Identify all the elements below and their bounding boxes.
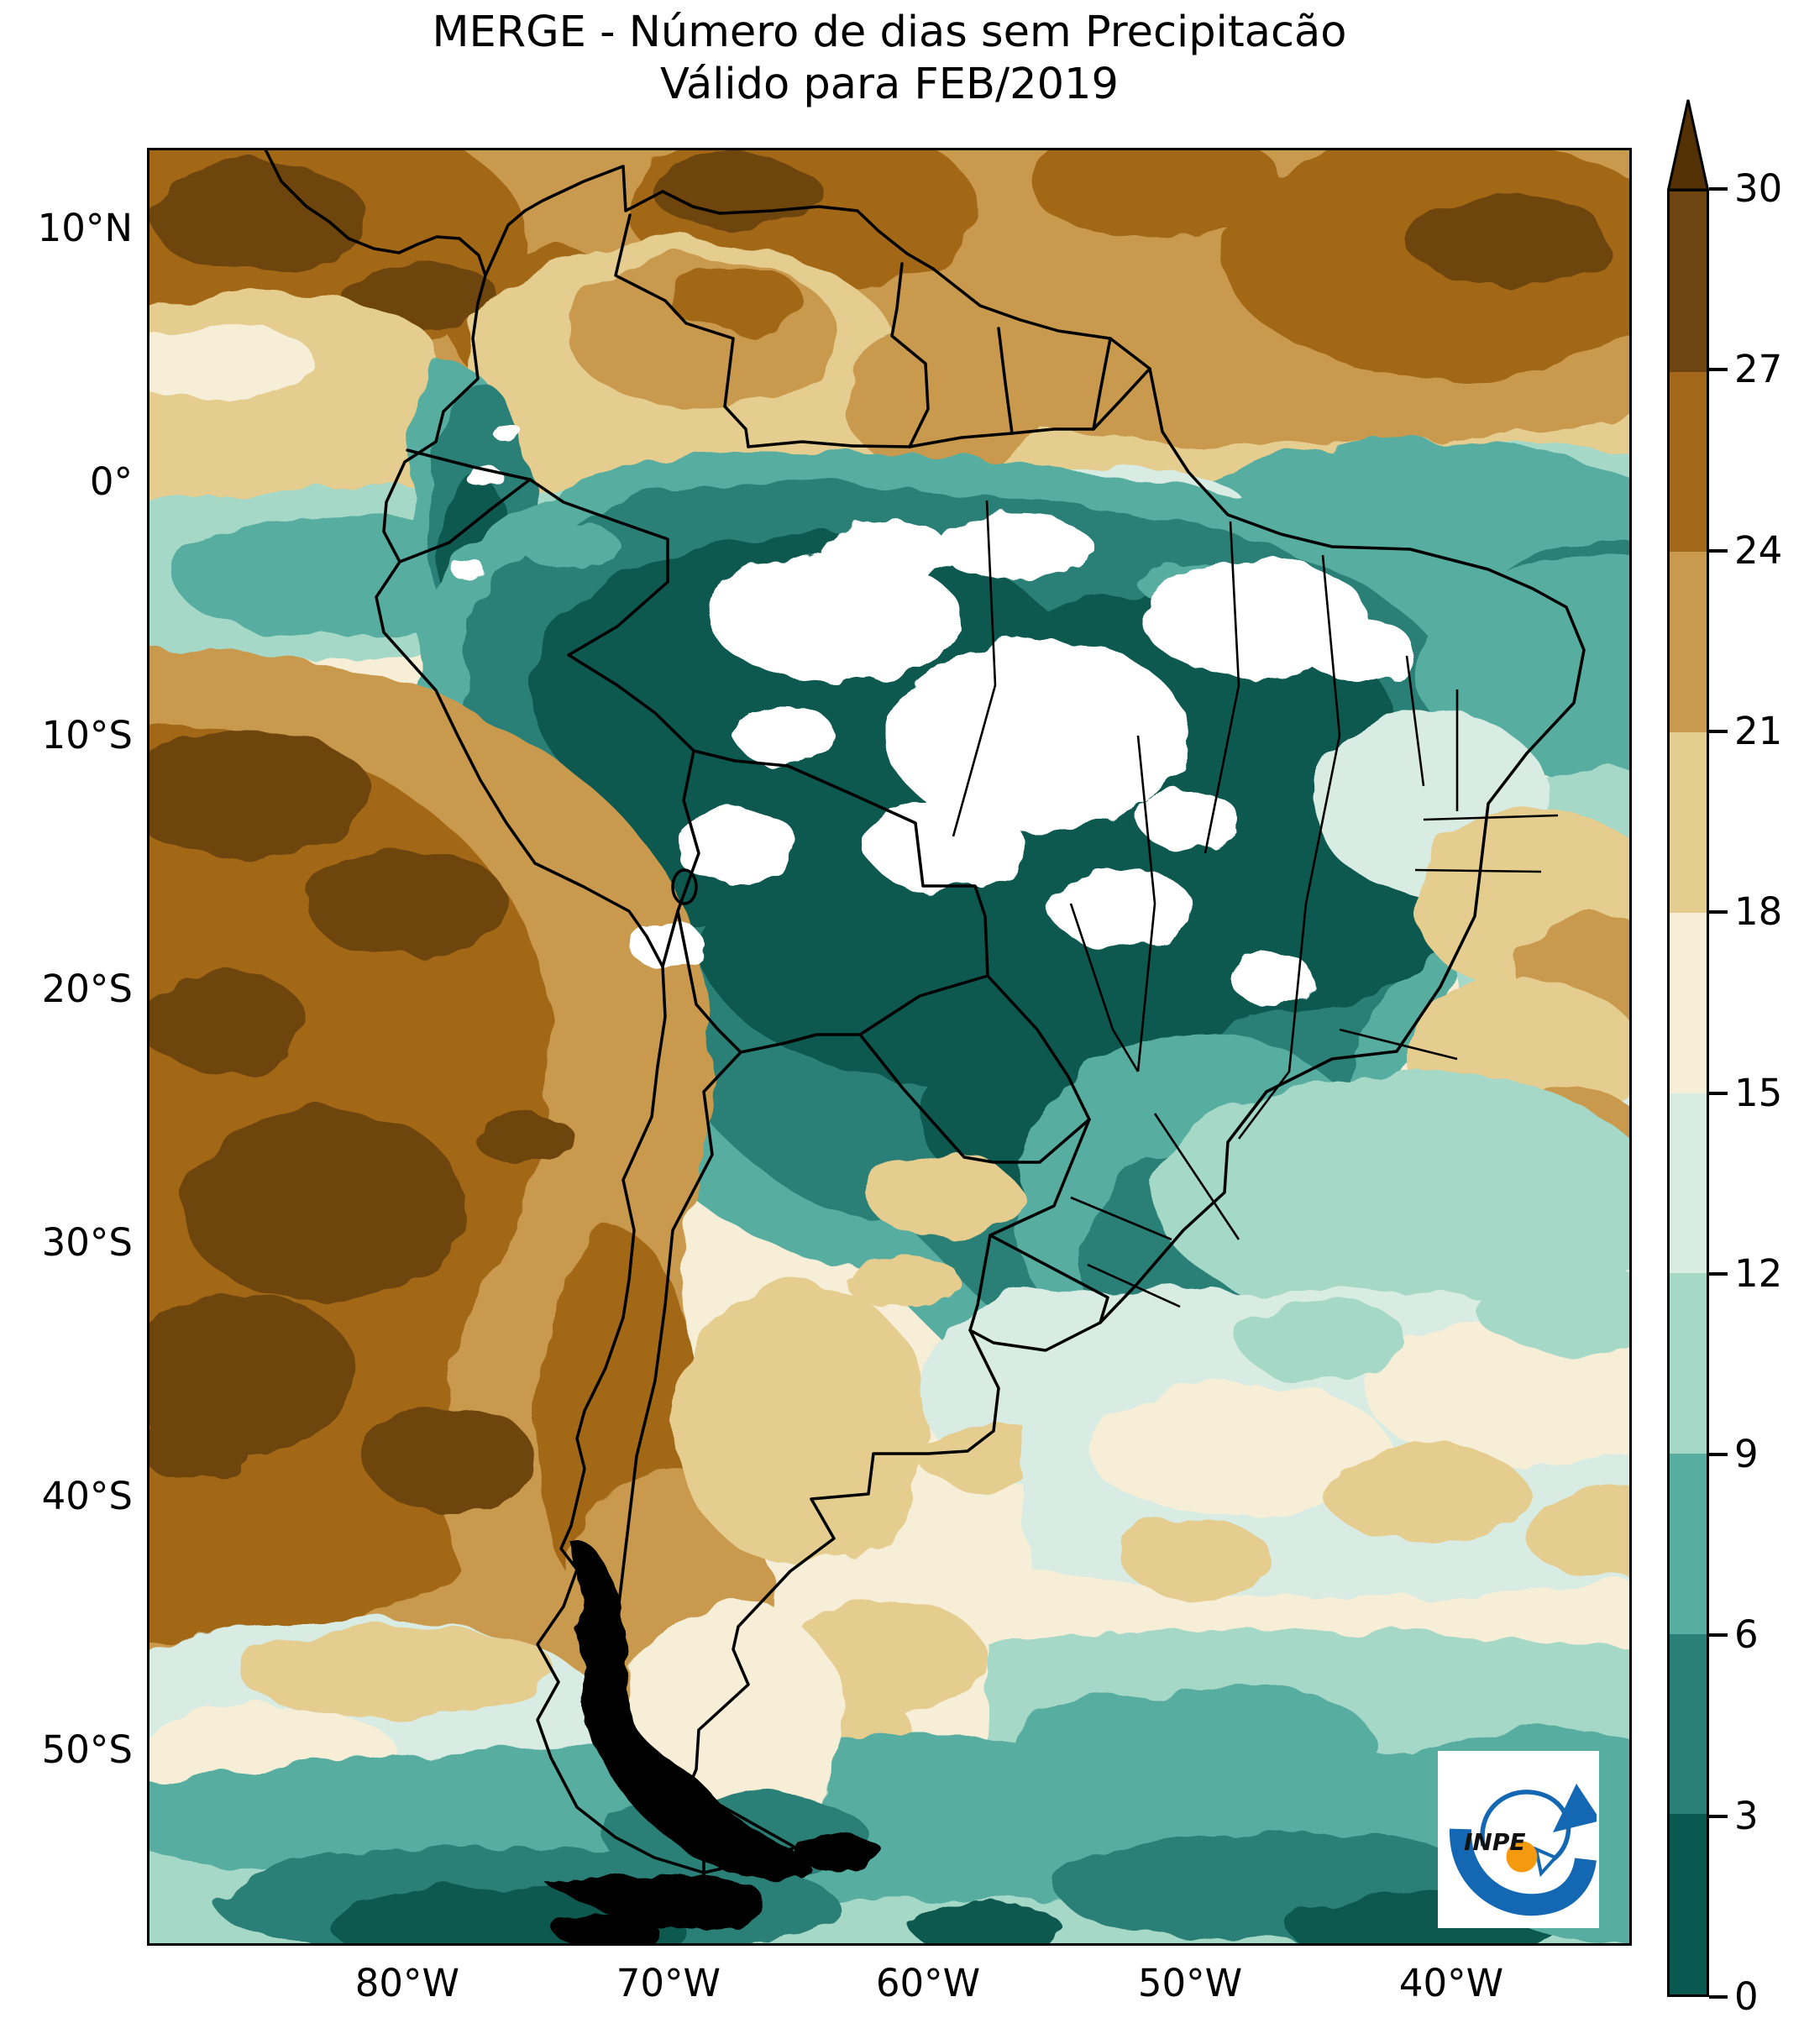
- colorbar-tick: [1709, 910, 1728, 915]
- lat-tick-label: 20°S: [41, 966, 133, 1011]
- lat-tick-label: 10°S: [41, 713, 133, 758]
- lon-tick-label: 60°W: [875, 1961, 981, 2005]
- chart-title-line2: Válido para FEB/2019: [660, 60, 1119, 109]
- lon-tick-label: 80°W: [354, 1961, 460, 2005]
- colorbar-tick-label: 18: [1734, 889, 1783, 935]
- colorbar-tick-label: 30: [1734, 166, 1783, 211]
- logo-orange-dot-icon: [1506, 1841, 1538, 1873]
- colorbar-tick-label: 3: [1734, 1793, 1759, 1838]
- logo-thin-arrow-arc: [1480, 1790, 1571, 1864]
- colorbar-tick: [1709, 368, 1728, 372]
- colorbar-tick: [1709, 729, 1728, 733]
- coastline-path: [264, 150, 1586, 1874]
- colorbar-segment: [1670, 371, 1707, 553]
- inpe-logo: INPE: [1438, 1751, 1599, 1928]
- lat-tick-label: 0°: [89, 459, 133, 504]
- chart-title: MERGE - Número de dias sem Precipitacão …: [147, 7, 1632, 111]
- lat-tick-label: 10°N: [37, 205, 133, 250]
- colorbar-segment: [1670, 1093, 1707, 1274]
- lat-tick-label: 40°S: [41, 1473, 133, 1518]
- colorbar-tick-label: 6: [1734, 1612, 1759, 1658]
- colorbar-segment: [1670, 1273, 1707, 1454]
- state-borders-layer: [952, 500, 1559, 1308]
- contour-field-layer: [149, 150, 1629, 1943]
- colorbar-tick-label: 21: [1734, 708, 1783, 753]
- colorbar-segment: [1670, 912, 1707, 1093]
- chart-title-line1: MERGE - Número de dias sem Precipitacão: [432, 8, 1347, 57]
- colorbar-over-arrow: [1667, 99, 1709, 191]
- colorbar-tick: [1709, 1995, 1728, 1999]
- colorbar-segment: [1670, 1453, 1707, 1634]
- lon-tick-label: 70°W: [616, 1961, 721, 2005]
- south-america-precipitation-map: [149, 150, 1629, 1943]
- speckle-and-gaps-layer: [149, 425, 1415, 1943]
- colorbar-tick-label: 24: [1734, 527, 1783, 573]
- colorbar-tick: [1709, 1814, 1728, 1818]
- lon-tick-label: 40°W: [1398, 1961, 1504, 2005]
- patagonia-fjords-layer: [548, 1539, 883, 1943]
- colorbar-tick: [1709, 548, 1728, 553]
- lon-tick-label: 50°W: [1137, 1961, 1243, 2005]
- inpe-logo-graphic: INPE: [1450, 1784, 1597, 1916]
- colorbar-tick-label: 0: [1734, 1974, 1759, 2019]
- logo-thin-arrowhead-icon: [1534, 1846, 1559, 1878]
- colorbar-segment: [1670, 1633, 1707, 1815]
- colorbar-tick: [1709, 1453, 1728, 1457]
- map-panel: INPE: [147, 148, 1632, 1946]
- colorbar-segment: [1670, 732, 1707, 913]
- colorbar-segment: [1670, 191, 1707, 372]
- colorbar-segment: [1670, 1814, 1707, 1995]
- colorbar-tick-label: 9: [1734, 1432, 1759, 1477]
- colorbar-tick: [1709, 1633, 1728, 1638]
- logo-big-arrow-arc: [1450, 1828, 1597, 1916]
- logo-big-arrowhead-icon: [1553, 1784, 1597, 1832]
- colorbar-tick: [1709, 187, 1728, 191]
- colorbar: [1667, 189, 1709, 1997]
- colorbar-tick: [1709, 1091, 1728, 1095]
- colorbar-tick: [1709, 1271, 1728, 1276]
- colorbar-tick-label: 15: [1734, 1070, 1783, 1115]
- lat-tick-label: 30°S: [41, 1220, 133, 1266]
- lat-tick-label: 50°S: [41, 1727, 133, 1773]
- colorbar-segment: [1670, 552, 1707, 733]
- colorbar-tick-label: 27: [1734, 347, 1783, 392]
- inpe-logo-text: INPE: [1464, 1828, 1526, 1856]
- colorbar-tick-label: 12: [1734, 1250, 1783, 1296]
